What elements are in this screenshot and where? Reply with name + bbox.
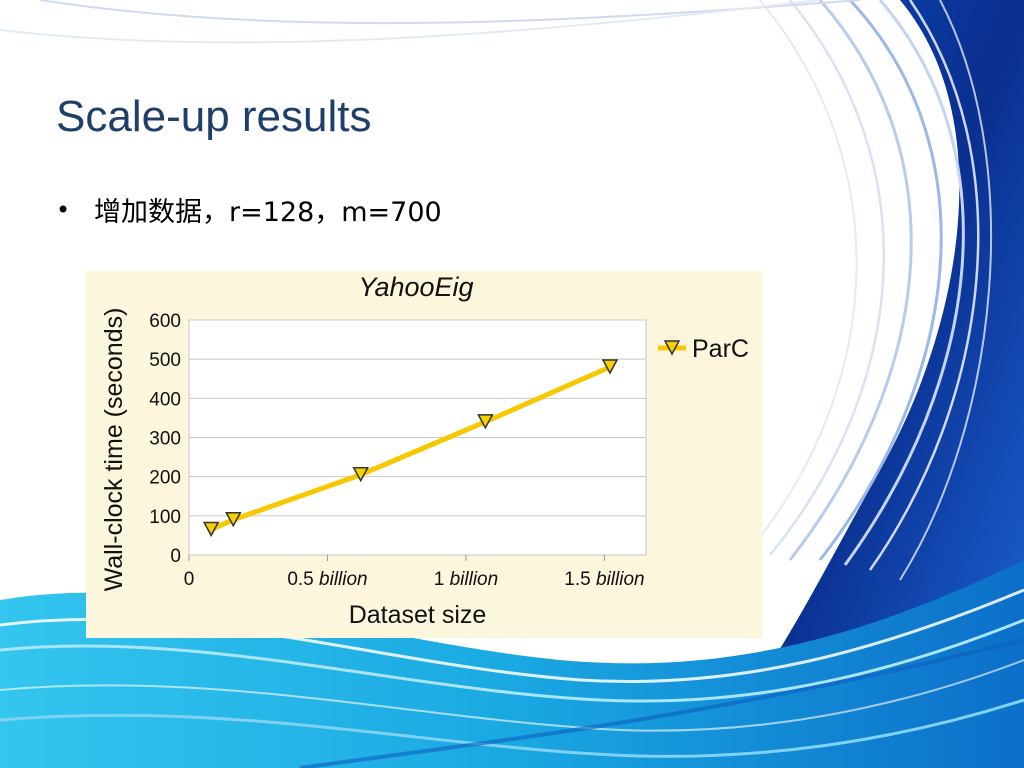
x-tick-label: 0.5 billion: [287, 569, 367, 590]
x-tick-number: 1: [434, 569, 445, 590]
y-tick-label: 100: [149, 507, 181, 528]
x-tick-label: 0: [184, 569, 195, 590]
x-tick-label: 1 billion: [434, 569, 498, 590]
data-point: [202, 521, 220, 538]
y-tick-label: 300: [149, 429, 181, 450]
y-axis-label: Wall-clock time (seconds): [100, 308, 128, 592]
data-point: [477, 414, 494, 430]
bullet-item: • 增加数据，r=128，m=700: [56, 190, 442, 229]
x-axis-label: Dataset size: [349, 601, 487, 629]
data-point: [225, 512, 242, 528]
x-tick-number: 0: [184, 569, 195, 590]
chart-container: 0 100 200 300 400 500 600 0 0.5 billion 1 billion…: [86, 271, 762, 638]
wave-decoration-right: [749, 0, 1024, 680]
slide-title: Scale-up results: [56, 92, 372, 141]
y-tick-label: 600: [149, 311, 181, 332]
legend-label: ParC: [692, 335, 749, 363]
y-tick-label: 200: [149, 468, 181, 489]
x-tick-number: 0.5: [287, 569, 313, 590]
x-tick-label: 1.5 billion: [564, 569, 644, 590]
data-point: [601, 359, 619, 375]
chart-title: YahooEig: [358, 272, 473, 302]
y-tick-label: 400: [149, 389, 181, 410]
data-point: [352, 466, 369, 483]
y-tick-label: 500: [149, 350, 181, 371]
y-tick-label: 0: [170, 546, 181, 567]
legend-marker-icon: [663, 340, 681, 356]
x-tick-unit: billion: [444, 569, 498, 590]
x-tick-number: 1.5: [564, 569, 590, 590]
x-tick-unit: billion: [591, 569, 645, 590]
bullet-text: 增加数据，r=128，m=700: [94, 197, 442, 228]
wave-decoration-top: [0, 0, 861, 44]
bullet-dot-icon: •: [56, 195, 71, 224]
x-tick-unit: billion: [314, 569, 368, 590]
